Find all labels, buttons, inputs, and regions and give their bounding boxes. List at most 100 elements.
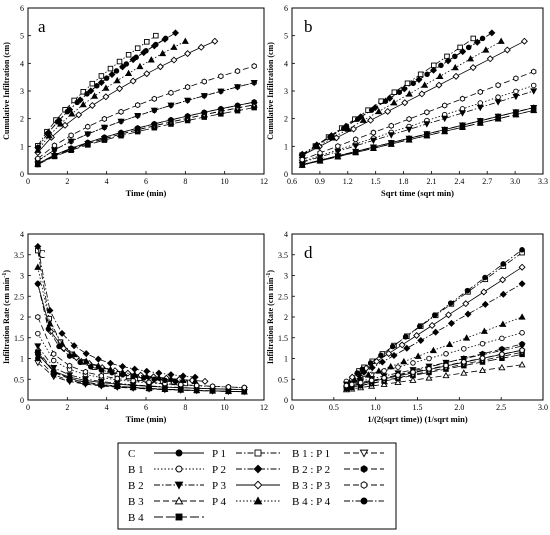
data-point <box>135 102 141 109</box>
data-point <box>353 136 359 143</box>
series-b-3-p-3 <box>343 347 525 389</box>
data-point <box>147 56 155 63</box>
data-point <box>498 363 506 371</box>
data-point <box>54 119 61 125</box>
y-tick-label: 6 <box>284 4 288 13</box>
data-point <box>464 287 471 294</box>
legend-label: C <box>128 448 135 460</box>
data-point <box>94 362 102 369</box>
x-tick-label: 0 <box>290 403 294 412</box>
data-point <box>375 367 383 374</box>
y-tick-label: 1.5 <box>278 334 288 343</box>
x-tick-label: 10 <box>221 177 229 186</box>
data-point <box>91 92 99 99</box>
data-point <box>400 357 408 365</box>
data-point <box>184 97 192 105</box>
data-point <box>406 115 412 123</box>
data-point <box>89 80 96 87</box>
data-point <box>518 263 526 271</box>
data-point <box>442 102 448 109</box>
x-tick-label: 1.5 <box>413 403 423 412</box>
x-tick-label: 12 <box>260 177 268 186</box>
data-point <box>343 382 350 389</box>
data-point <box>447 300 454 306</box>
data-point <box>184 113 191 120</box>
data-point <box>211 37 219 45</box>
data-point <box>129 77 137 85</box>
legend: C B 1 B 2 B 3 B 4 P 1 P 2 P 3 P 4 B 1 : P 1 B 2 : … <box>117 442 397 530</box>
data-point <box>469 64 477 72</box>
data-point <box>470 35 477 42</box>
x-tick-label: 0 <box>26 177 30 186</box>
data-point <box>225 388 232 395</box>
data-point <box>335 152 341 159</box>
panel-b: b 0.6 0.9 1.2 1.5 1.8 2.1 2.4 2.7 3.0 3.3 0 1 2 3 4 5 6 Sq… <box>266 4 548 198</box>
data-point <box>370 144 377 151</box>
data-point <box>327 134 333 140</box>
data-point <box>477 117 483 124</box>
data-point <box>35 330 41 337</box>
data-point <box>45 326 52 332</box>
data-point <box>512 93 520 101</box>
data-point <box>197 43 205 51</box>
data-point <box>134 113 142 120</box>
data-point <box>51 142 58 149</box>
data-point <box>417 71 424 78</box>
data-point <box>201 109 207 116</box>
legend-label: P 3 <box>212 480 226 492</box>
data-point <box>184 84 191 91</box>
legend-label: B 1 : P 1 <box>292 448 330 460</box>
data-point <box>438 62 444 69</box>
legend-item-p-1: P 1 <box>212 448 280 460</box>
series-line <box>302 107 534 166</box>
data-point <box>113 76 121 84</box>
legend-label: B 4 : P 4 <box>292 496 331 508</box>
data-point <box>390 99 398 106</box>
data-point <box>451 63 459 71</box>
data-point <box>499 335 505 342</box>
data-point <box>317 149 323 156</box>
data-point <box>359 116 367 123</box>
legend-label: B 3 : P 3 <box>292 480 331 492</box>
x-tick-label: 2.7 <box>482 177 492 186</box>
data-point <box>79 100 87 108</box>
data-point <box>168 89 174 96</box>
data-point <box>335 143 341 150</box>
data-point <box>162 377 168 384</box>
data-point <box>368 107 375 113</box>
x-tick-label: 4 <box>105 177 109 186</box>
data-point <box>479 355 486 362</box>
data-point <box>405 126 413 134</box>
x-tick-label: 8 <box>183 403 187 412</box>
data-point <box>477 100 484 106</box>
data-point <box>344 125 352 132</box>
data-point <box>170 56 178 64</box>
data-point <box>51 371 57 378</box>
data-point <box>354 116 361 122</box>
legend-marker <box>254 449 262 457</box>
data-point <box>461 346 467 352</box>
data-point <box>421 81 429 88</box>
data-point <box>100 124 108 132</box>
data-point <box>150 107 158 115</box>
data-point <box>209 383 216 390</box>
data-point <box>424 130 430 138</box>
data-point <box>130 373 136 380</box>
series-line <box>301 38 483 156</box>
y-tick-label: 0 <box>284 396 288 405</box>
x-tick-label: 1.5 <box>371 177 381 186</box>
data-point <box>495 82 501 89</box>
series-b-4-p-4 <box>35 35 169 151</box>
y-tick-label: 0 <box>20 396 24 405</box>
data-point <box>369 137 377 145</box>
data-point <box>404 80 411 87</box>
series-line <box>37 107 255 165</box>
data-point <box>123 61 130 67</box>
data-point <box>156 63 164 71</box>
data-point <box>479 35 486 42</box>
y-tick-label: 6 <box>20 4 24 13</box>
y-tick-label: 1 <box>20 355 24 364</box>
legend-marker <box>175 449 183 457</box>
data-point <box>85 139 91 146</box>
data-point <box>35 155 41 162</box>
